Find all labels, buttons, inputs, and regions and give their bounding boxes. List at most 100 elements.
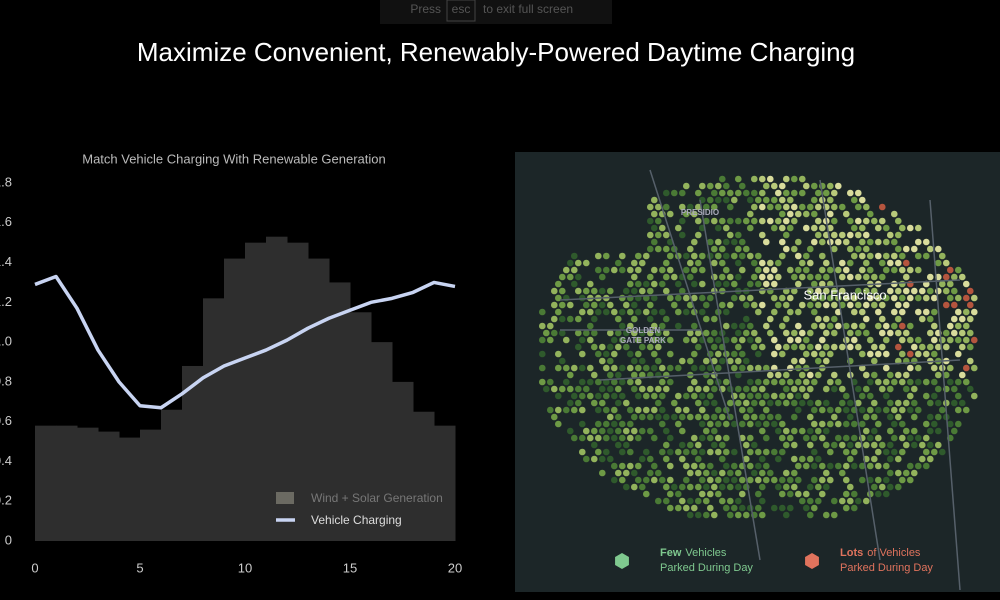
hex [830,329,838,337]
hex [814,455,822,463]
hex [782,189,790,197]
hex [610,266,618,274]
hex [670,483,678,491]
hex [870,287,878,295]
hex [554,280,562,288]
hex [626,462,634,470]
hex [558,301,566,309]
hex [590,455,598,463]
hex [566,301,574,309]
hex [842,210,850,218]
hex [846,273,854,281]
hex [750,469,758,477]
hex [818,322,826,330]
hex [574,315,582,323]
hex [734,259,742,267]
hex [658,392,666,400]
hex [814,357,822,365]
hex [794,364,802,372]
hex [818,462,826,470]
hex [926,245,934,253]
fullscreen-hint [380,0,612,24]
hex [782,315,790,323]
hex [834,182,842,190]
hex [758,469,766,477]
hex [902,385,910,393]
hex [742,441,750,449]
hex [926,315,934,323]
hex [710,469,718,477]
hex [778,322,786,330]
hex [946,378,954,386]
hex [698,294,706,302]
hex [962,336,970,344]
hex [770,476,778,484]
hex [582,455,590,463]
hex [630,301,638,309]
hex [674,294,682,302]
hex [638,385,646,393]
hex [850,490,858,498]
hex [846,231,854,239]
hex [602,252,610,260]
hex [558,385,566,393]
y-tick-label: 1.2 [0,294,12,309]
hex [626,350,634,358]
hex [850,224,858,232]
hex [838,287,846,295]
hex [826,280,834,288]
hex [578,420,586,428]
hex [714,476,722,484]
hex [654,245,662,253]
hex [642,490,650,498]
hex [802,490,810,498]
hex [774,455,782,463]
hex [774,217,782,225]
y-tick-label: 1.6 [0,214,12,229]
hex [774,301,782,309]
hex [958,343,966,351]
hex [734,175,742,183]
hex [802,266,810,274]
hex [870,371,878,379]
generation-bin [98,431,120,541]
hex [830,497,838,505]
hex [798,455,806,463]
hex [758,385,766,393]
hex [770,504,778,512]
hex [626,420,634,428]
hex [626,280,634,288]
hex [750,343,758,351]
hex [598,301,606,309]
hex [758,511,766,519]
hex [662,245,670,253]
hex [734,273,742,281]
hex [610,350,618,358]
hex [670,301,678,309]
hex [890,420,898,428]
hex [610,406,618,414]
hex [706,476,714,484]
hex [870,427,878,435]
hex [818,238,826,246]
hex [726,217,734,225]
hex [558,315,566,323]
hex [562,378,570,386]
hex [666,350,674,358]
hex [950,427,958,435]
hex [946,322,954,330]
hex [698,252,706,260]
generation-bin [371,342,393,541]
map-hexes [538,175,978,519]
hex [902,259,910,267]
hex [690,364,698,372]
hex [810,420,818,428]
hex [958,371,966,379]
hex [790,287,798,295]
generation-bin [413,411,435,541]
hex [826,448,834,456]
hex [634,266,642,274]
hex [610,364,618,372]
hex [622,287,630,295]
hex [894,301,902,309]
